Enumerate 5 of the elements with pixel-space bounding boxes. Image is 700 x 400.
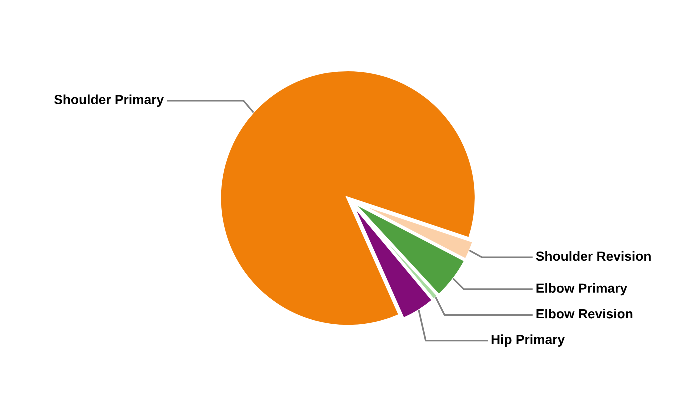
slice-label: Hip Primary — [492, 334, 566, 347]
slice-label: Shoulder Revision — [536, 251, 651, 262]
slice-label: Elbow Primary — [536, 283, 628, 296]
slice-label: Elbow Revision — [536, 309, 633, 319]
slice-label: Shoulder Primary — [54, 94, 164, 108]
